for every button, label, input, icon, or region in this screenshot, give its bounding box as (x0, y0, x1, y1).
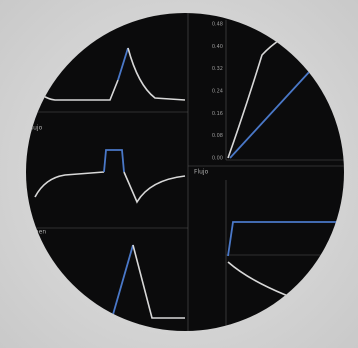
curve (229, 57, 323, 159)
y-tick-label: 0.32 (212, 66, 223, 72)
panel-title: Volumen (20, 229, 46, 236)
y-tick-label: 0.48 (212, 22, 223, 28)
y-tick-label: 0.08 (212, 133, 223, 139)
panel-title: Flujo (28, 125, 43, 132)
y-tick-label: 0.16 (212, 111, 223, 117)
curve (117, 47, 129, 81)
curve (103, 149, 125, 173)
panel-title: Flujo (194, 169, 209, 176)
curve (111, 244, 134, 319)
y-tick-label: 0.40 (212, 44, 223, 50)
y-tick-label: 0.24 (212, 89, 223, 95)
panel-title: Volumen (192, 5, 218, 12)
y-tick-label: 0.00 (212, 156, 223, 162)
curve (123, 171, 186, 204)
curve (127, 47, 186, 101)
display (26, 13, 344, 331)
curve (34, 171, 105, 198)
curve (132, 244, 185, 319)
